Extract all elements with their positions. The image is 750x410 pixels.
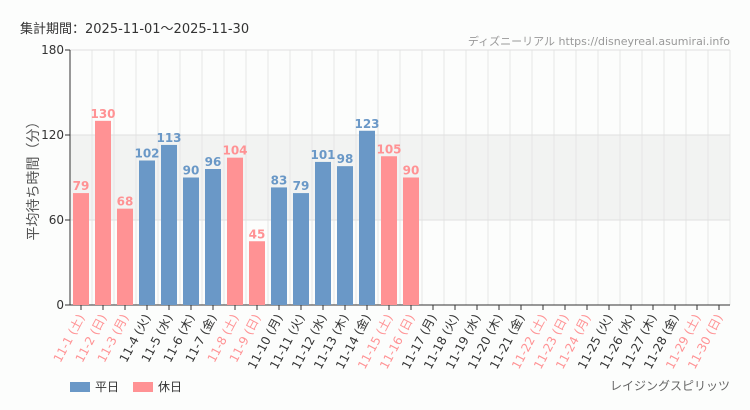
legend-swatch-weekday: [70, 381, 90, 392]
bar: [117, 208, 133, 305]
data-label: 96: [205, 155, 222, 169]
bar: [337, 166, 353, 305]
data-label: 90: [183, 164, 200, 178]
bar: [227, 157, 243, 305]
y-tick-label: 60: [49, 213, 64, 227]
data-label: 83: [271, 173, 288, 187]
y-tick-label: 0: [56, 298, 64, 312]
data-label: 101: [310, 148, 335, 162]
data-label: 98: [337, 152, 354, 166]
data-label: 105: [376, 142, 401, 156]
attraction-name: レイジングスピリッツ: [609, 379, 730, 393]
legend-swatch-holiday: [133, 381, 154, 392]
bar: [315, 161, 331, 305]
y-tick-label: 120: [41, 128, 64, 142]
bar: [403, 177, 419, 305]
bar: [293, 193, 309, 305]
bar: [381, 156, 397, 305]
legend: 平日 休日: [70, 378, 182, 395]
legend-holiday[interactable]: 休日: [133, 378, 182, 395]
y-axis-title: 平均待ち時間（分）: [26, 115, 42, 241]
bar: [249, 241, 265, 305]
bar: [139, 160, 155, 305]
y-tick-label: 180: [41, 43, 64, 57]
legend-label-holiday: 休日: [158, 380, 183, 394]
data-label: 45: [249, 227, 266, 241]
bar: [359, 130, 375, 305]
data-label: 102: [134, 147, 159, 161]
data-label: 104: [222, 144, 247, 158]
site-credit: ディズニーリアル https://disneyreal.asumirai.inf…: [467, 35, 730, 48]
legend-weekday[interactable]: 平日: [70, 378, 119, 395]
bar: [183, 177, 199, 305]
data-label: 79: [293, 179, 310, 193]
data-label: 123: [354, 117, 379, 131]
data-label: 68: [117, 195, 134, 209]
period-label: 集計期間：2025-11-01～2025-11-30: [20, 22, 250, 37]
data-label: 90: [403, 164, 420, 178]
bar: [271, 187, 287, 305]
bar: [95, 120, 111, 305]
bar: [161, 144, 177, 305]
data-label: 79: [73, 179, 90, 193]
legend-label-weekday: 平日: [95, 380, 120, 394]
data-label: 113: [156, 131, 181, 145]
bar: [73, 193, 89, 305]
bar: [205, 169, 221, 305]
data-label: 130: [90, 107, 115, 121]
